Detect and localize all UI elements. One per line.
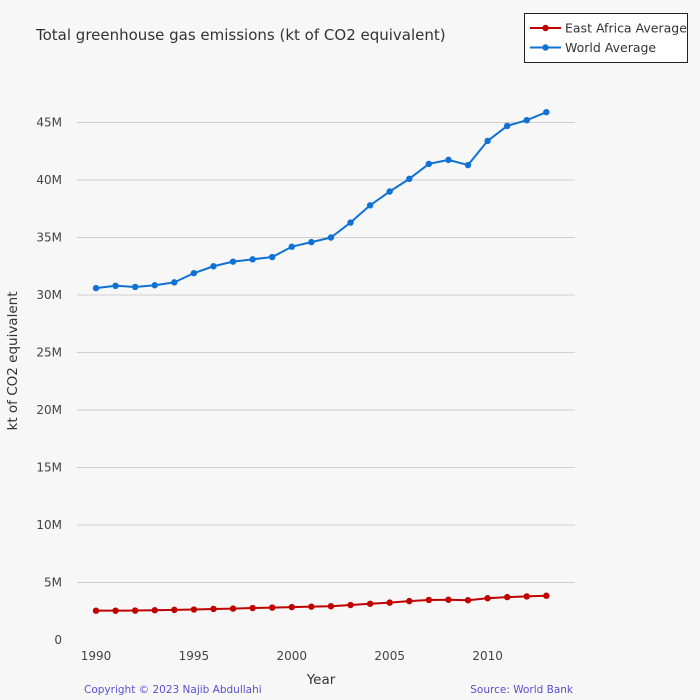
legend-box [524,13,688,63]
x-tick-label: 1990 [81,649,112,663]
data-point[interactable] [523,593,530,600]
series-group [92,108,550,292]
data-point[interactable] [269,253,276,261]
data-point[interactable] [464,597,472,604]
x-tick-label: 1995 [179,649,210,663]
x-tick-label: 2010 [472,649,503,663]
source-text: Source: World Bank [470,684,574,696]
y-tick-label: 20M [36,403,62,417]
data-point[interactable] [151,282,158,289]
data-point[interactable] [543,108,550,116]
data-point[interactable] [406,597,413,605]
data-point[interactable] [210,263,217,270]
legend: East Africa Average World Average [524,13,688,63]
data-point[interactable] [131,607,139,614]
data-point[interactable] [347,601,354,609]
copyright-text: Copyright © 2023 Najib Abdullahi [84,684,262,696]
data-point[interactable] [229,605,237,612]
data-point[interactable] [445,596,452,603]
data-point[interactable] [112,607,119,614]
data-point[interactable] [464,161,472,169]
series-line [96,594,547,612]
y-tick-label: 45M [36,116,62,130]
data-point[interactable] [503,122,511,130]
data-point[interactable] [249,256,256,263]
y-tick-label: 40M [36,173,62,187]
chart-title: Total greenhouse gas emissions (kt of CO… [35,26,446,44]
legend-marker-swatch [542,44,549,51]
data-point[interactable] [406,175,413,183]
x-tick-labels: 1990 1995 2000 2005 2010 [81,649,503,663]
data-point[interactable] [308,238,315,246]
y-tick-labels: 0 5M 10M 15M 20M 25M 30M 35M 40M 45M [36,116,62,648]
legend-items: East Africa Average World Average [530,21,687,55]
y-tick-label: 30M [36,288,62,302]
y-axis-title: kt of CO2 equivalent [5,292,21,431]
data-point[interactable] [386,188,393,195]
data-point[interactable] [288,243,295,250]
data-point[interactable] [131,283,139,291]
data-point[interactable] [503,593,511,601]
data-point[interactable] [386,599,393,606]
data-point[interactable] [327,234,335,241]
series-group [92,592,550,614]
data-point[interactable] [229,258,237,265]
legend-item[interactable]: East Africa Average [530,21,687,36]
data-point[interactable] [269,604,276,611]
data-point[interactable] [445,156,452,164]
data-point[interactable] [249,604,256,612]
y-tick-label: 35M [36,231,62,245]
data-point[interactable] [171,606,178,614]
data-point[interactable] [543,592,550,599]
y-tick-label: 25M [36,346,62,360]
series-line [95,111,547,290]
y-tick-label: 15M [36,461,62,475]
data-point[interactable] [366,600,374,607]
data-point[interactable] [425,596,433,604]
data-point[interactable] [484,137,491,145]
grid-layer [77,122,575,583]
data-point[interactable] [288,603,295,611]
data-point[interactable] [308,603,315,610]
data-point[interactable] [92,607,100,614]
data-point[interactable] [171,279,178,286]
y-tick-label: 10M [36,518,62,532]
y-tick-label: 0 [54,633,62,647]
data-point[interactable] [190,269,198,277]
data-point[interactable] [190,606,198,613]
data-point[interactable] [112,282,119,289]
data-point[interactable] [366,202,374,209]
legend-marker-swatch [542,24,549,32]
data-point[interactable] [484,595,491,602]
data-point[interactable] [92,284,100,292]
data-point[interactable] [425,160,433,168]
data-point[interactable] [523,117,530,124]
legend-label: East Africa Average [565,21,687,36]
x-axis-title: Year [306,672,336,688]
data-point[interactable] [151,607,158,614]
y-tick-label: 5M [44,576,62,590]
data-point[interactable] [327,602,335,610]
x-tick-label: 2005 [374,649,405,663]
data-point[interactable] [210,605,217,613]
legend-label: World Average [565,40,656,55]
series-layer [92,108,550,614]
legend-item[interactable]: World Average [530,40,656,55]
x-tick-label: 2000 [277,649,308,663]
data-point[interactable] [347,219,354,226]
